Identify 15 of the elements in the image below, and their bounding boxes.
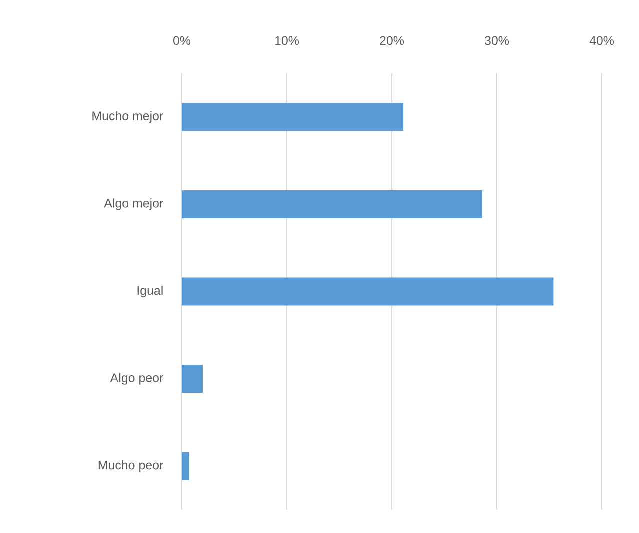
bar <box>182 365 204 394</box>
bar <box>182 452 190 480</box>
y-tick-label: Algo peor <box>110 373 164 385</box>
x-tick-label: 0% <box>173 36 191 46</box>
bar <box>182 103 404 132</box>
bar <box>182 190 482 218</box>
x-tick-label: 10% <box>275 36 300 46</box>
y-tick-label: Algo mejor <box>104 198 164 210</box>
bar <box>182 278 554 306</box>
y-tick-label: Mucho peor <box>98 460 164 472</box>
y-tick-label: Mucho mejor <box>92 111 164 123</box>
x-tick-label: 30% <box>485 36 510 46</box>
x-tick-label: 20% <box>380 36 404 46</box>
x-tick-label: 40% <box>590 36 614 46</box>
y-tick-label: Igual <box>138 286 163 298</box>
